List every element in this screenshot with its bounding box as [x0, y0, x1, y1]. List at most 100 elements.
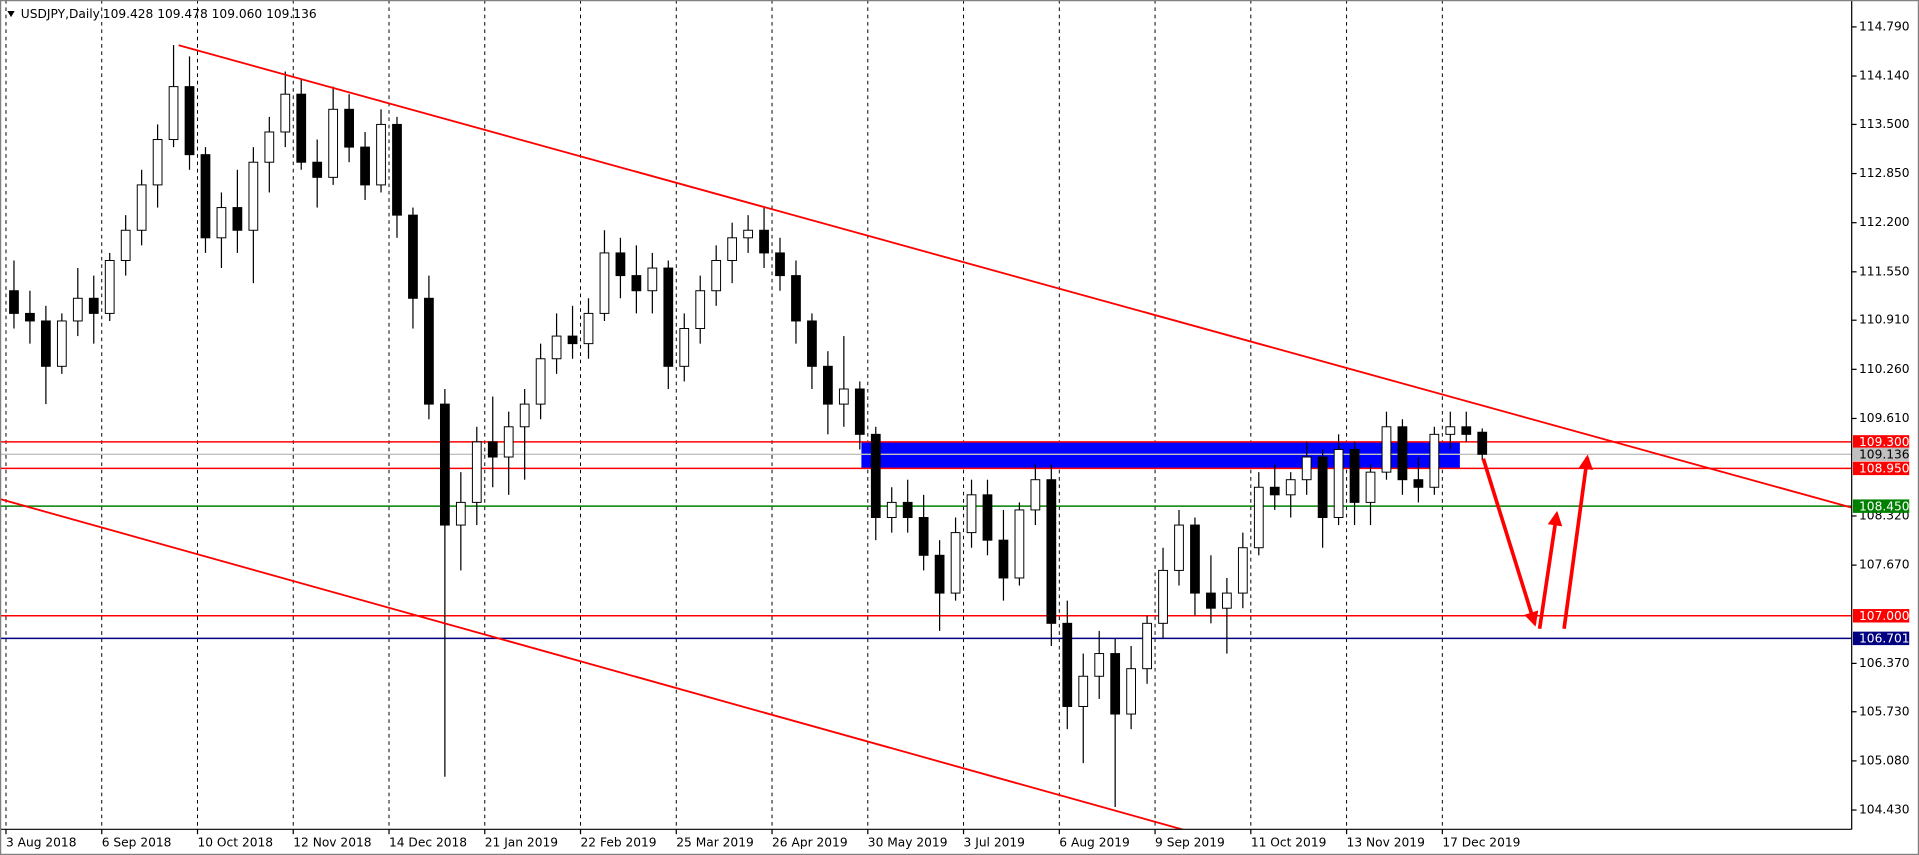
- candle-body: [695, 290, 706, 330]
- candle-body: [1094, 653, 1105, 677]
- x-tick-label: 21 Jan 2019: [485, 835, 558, 849]
- y-tick-label: 114.790: [1859, 19, 1910, 33]
- candle-body: [72, 297, 83, 322]
- y-tick-label: 114.140: [1859, 69, 1910, 83]
- candle-body: [1269, 486, 1280, 496]
- x-tick-label: 26 Apr 2019: [772, 835, 848, 849]
- candle-body: [982, 494, 993, 541]
- candle-body: [1253, 486, 1264, 549]
- x-tick-label: 11 Oct 2019: [1251, 835, 1327, 849]
- candle-body: [775, 252, 785, 277]
- candle-body: [264, 131, 275, 163]
- y-tick-label: 111.550: [1859, 264, 1910, 278]
- candle-body: [615, 252, 626, 277]
- arrow-up: [1562, 454, 1594, 629]
- x-tick-label: 12 Nov 2018: [293, 835, 371, 849]
- candle-body: [328, 108, 339, 178]
- upper-trendline: [178, 44, 1852, 509]
- y-tick-label: 110.260: [1859, 362, 1910, 376]
- candle-body: [184, 86, 195, 156]
- y-tick-label: 105.730: [1859, 704, 1910, 718]
- candle-body: [1349, 448, 1360, 503]
- candle-body: [711, 259, 722, 292]
- candle-body: [870, 433, 881, 518]
- level-label: 109.136: [1859, 447, 1910, 461]
- candle-layer: [9, 45, 1488, 808]
- candle-body: [631, 275, 642, 292]
- candle-body: [966, 494, 977, 534]
- chart-title: USDJPY,Daily: [21, 7, 100, 21]
- x-tick-label: 6 Sep 2018: [102, 835, 172, 849]
- candle-body: [647, 267, 658, 292]
- arrow-up: [1537, 510, 1563, 629]
- candle-body: [439, 403, 450, 526]
- x-tick-label: 22 Feb 2019: [581, 835, 657, 849]
- candle-body: [88, 297, 99, 314]
- y-tick-label: 107.670: [1859, 558, 1910, 572]
- candle-body: [1142, 622, 1152, 670]
- candle-body: [503, 426, 514, 458]
- candle-body: [934, 554, 945, 594]
- level-label: 108.950: [1859, 461, 1910, 475]
- x-tick-label: 3 Jul 2019: [964, 835, 1025, 849]
- y-tick-label: 112.200: [1859, 215, 1910, 229]
- level-label: 108.450: [1859, 499, 1910, 513]
- candle-body: [487, 441, 498, 458]
- candle-body: [312, 161, 323, 178]
- level-label-box: [1852, 435, 1910, 449]
- candle-body: [1126, 668, 1137, 715]
- candle-body: [392, 123, 402, 216]
- candle-body: [216, 207, 227, 239]
- x-tick-label: 3 Aug 2018: [6, 835, 77, 849]
- candle-body: [950, 532, 961, 594]
- candle-body: [1078, 675, 1089, 707]
- candle-body: [998, 539, 1009, 579]
- candle-body: [1429, 433, 1440, 488]
- y-tick-label: 109.610: [1859, 411, 1910, 425]
- candle-body: [344, 108, 354, 148]
- candle-body: [280, 93, 291, 133]
- candle-body: [1365, 471, 1376, 503]
- candle-body: [551, 335, 562, 360]
- candle-body: [471, 441, 482, 503]
- candle-body: [408, 214, 418, 299]
- candle-body: [248, 161, 259, 231]
- candle-body: [104, 259, 115, 314]
- candle-body: [168, 86, 179, 141]
- candle-body: [918, 517, 929, 556]
- y-tick-label: 112.850: [1859, 166, 1910, 180]
- arrow-down: [1481, 458, 1539, 627]
- candle-body: [1301, 456, 1312, 481]
- candle-body: [886, 501, 897, 518]
- ohlc-header: 109.428 109.478 109.060 109.136: [103, 7, 317, 21]
- candle-body: [232, 207, 243, 231]
- candle-body: [1190, 524, 1200, 594]
- candle-body: [1413, 479, 1424, 488]
- level-label-box: [1852, 609, 1910, 623]
- candle-body: [296, 93, 307, 163]
- candle-body: [854, 388, 865, 435]
- level-label-box: [1852, 461, 1910, 476]
- candle-body: [1237, 547, 1248, 594]
- candle-body: [727, 237, 738, 261]
- candle-body: [1046, 479, 1057, 624]
- candle-body: [759, 229, 769, 254]
- menu-triangle[interactable]: [7, 11, 15, 18]
- level-label: 109.300: [1859, 435, 1910, 449]
- level-label: 107.000: [1859, 609, 1910, 623]
- candle-body: [424, 297, 434, 405]
- candle-body: [120, 229, 131, 261]
- candle-body: [743, 229, 753, 239]
- candle-body: [1206, 592, 1216, 609]
- candle-body: [41, 320, 51, 367]
- y-tick-label: 113.500: [1859, 117, 1910, 131]
- x-tick-label: 30 May 2019: [868, 835, 948, 849]
- lower-trendline: [0, 498, 1186, 830]
- candle-body: [663, 267, 674, 367]
- candle-body: [1397, 426, 1408, 481]
- candle-body: [1477, 431, 1488, 455]
